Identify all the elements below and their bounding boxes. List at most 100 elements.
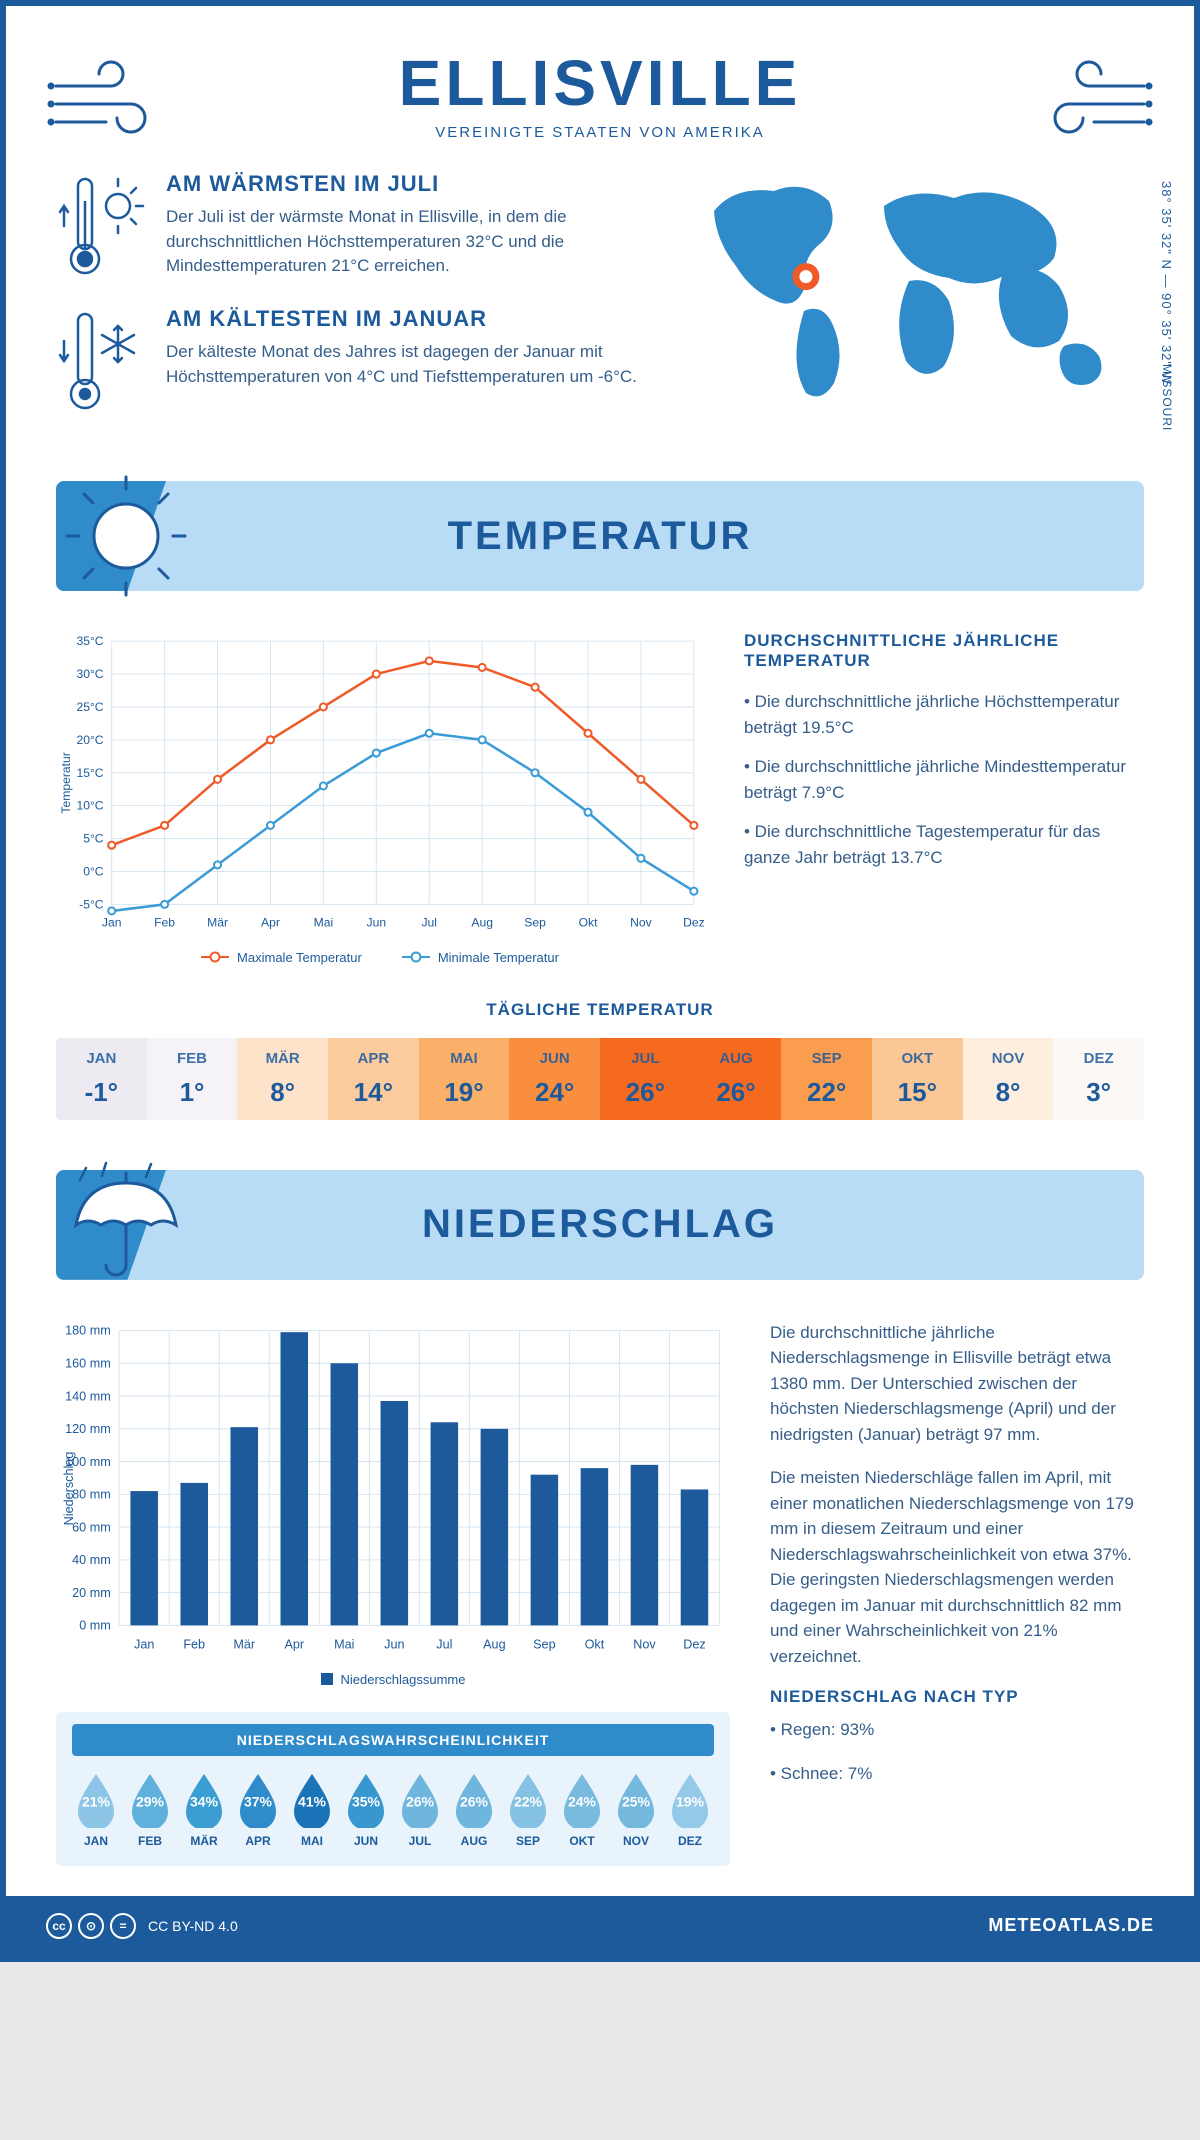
svg-text:Jan: Jan bbox=[134, 1637, 154, 1651]
raindrop-icon: 19% bbox=[666, 1770, 714, 1828]
svg-text:35°C: 35°C bbox=[76, 634, 103, 648]
raindrop-icon: 34% bbox=[180, 1770, 228, 1828]
prob-value: 19% bbox=[676, 1793, 704, 1809]
daily-value: 26° bbox=[600, 1077, 691, 1108]
daily-cell: OKT15° bbox=[872, 1038, 963, 1120]
svg-text:Aug: Aug bbox=[483, 1637, 505, 1651]
chart-legend: Maximale Temperatur Minimale Temperatur bbox=[56, 950, 704, 965]
legend-item: Niederschlagssumme bbox=[321, 1672, 466, 1687]
prob-cell: 21% JAN bbox=[72, 1770, 120, 1848]
summary-bullet: • Die durchschnittliche Tagestemperatur … bbox=[744, 819, 1144, 870]
daily-month: JUN bbox=[509, 1050, 600, 1067]
daily-value: 3° bbox=[1053, 1077, 1144, 1108]
daily-value: 26° bbox=[691, 1077, 782, 1108]
svg-text:Okt: Okt bbox=[585, 1637, 605, 1651]
svg-text:25°C: 25°C bbox=[76, 700, 103, 714]
raindrop-icon: 26% bbox=[450, 1770, 498, 1828]
license-text: CC BY-ND 4.0 bbox=[148, 1918, 238, 1934]
svg-text:10°C: 10°C bbox=[76, 799, 103, 813]
prob-cell: 41% MAI bbox=[288, 1770, 336, 1848]
thermometer-snow-icon bbox=[56, 306, 146, 416]
svg-text:Apr: Apr bbox=[261, 916, 280, 930]
umbrella-icon bbox=[56, 1158, 196, 1292]
section-banner-temperature: TEMPERATUR bbox=[56, 481, 1144, 591]
svg-text:Feb: Feb bbox=[154, 916, 175, 930]
daily-value: -1° bbox=[56, 1077, 147, 1108]
svg-text:5°C: 5°C bbox=[83, 832, 104, 846]
thermometer-sun-icon bbox=[56, 171, 146, 281]
svg-text:Feb: Feb bbox=[183, 1637, 205, 1651]
daily-cell: MAI19° bbox=[419, 1038, 510, 1120]
legend-item-min: Minimale Temperatur bbox=[402, 950, 559, 965]
daily-cell: DEZ 3° bbox=[1053, 1038, 1144, 1120]
daily-month: NOV bbox=[963, 1050, 1054, 1067]
svg-text:120 mm: 120 mm bbox=[65, 1422, 111, 1436]
daily-month: APR bbox=[328, 1050, 419, 1067]
prob-month: JUL bbox=[396, 1834, 444, 1848]
fact-title: AM WÄRMSTEN IM JULI bbox=[166, 171, 654, 197]
content: ELLISVILLE VEREINIGTE STAATEN VON AMERIK… bbox=[6, 6, 1194, 1866]
daily-cell: JUN24° bbox=[509, 1038, 600, 1120]
cc-icon: cc bbox=[46, 1913, 72, 1939]
svg-text:0°C: 0°C bbox=[83, 865, 104, 879]
raindrop-icon: 21% bbox=[72, 1770, 120, 1828]
fact-body: AM WÄRMSTEN IM JULI Der Juli ist der wär… bbox=[166, 171, 654, 281]
daily-month: DEZ bbox=[1053, 1050, 1144, 1067]
daily-temp-title: TÄGLICHE TEMPERATUR bbox=[56, 1000, 1144, 1020]
map-column: 38° 35' 32" N — 90° 35' 32" W MISSOURI bbox=[684, 171, 1144, 441]
nd-icon: = bbox=[110, 1913, 136, 1939]
svg-text:-5°C: -5°C bbox=[79, 897, 104, 911]
page: ELLISVILLE VEREINIGTE STAATEN VON AMERIK… bbox=[0, 0, 1200, 1962]
prob-value: 34% bbox=[190, 1793, 218, 1809]
prob-cell: 34% MÄR bbox=[180, 1770, 228, 1848]
world-map-icon bbox=[684, 171, 1144, 411]
prob-month: APR bbox=[234, 1834, 282, 1848]
svg-text:140 mm: 140 mm bbox=[65, 1389, 111, 1403]
daily-cell: AUG26° bbox=[691, 1038, 782, 1120]
prob-month: FEB bbox=[126, 1834, 174, 1848]
intro-row: AM WÄRMSTEN IM JULI Der Juli ist der wär… bbox=[56, 171, 1144, 441]
precip-type-title: NIEDERSCHLAG NACH TYP bbox=[770, 1687, 1144, 1707]
svg-text:60 mm: 60 mm bbox=[72, 1520, 111, 1534]
cc-icons: cc ⊙ = bbox=[46, 1913, 136, 1939]
daily-cell: SEP22° bbox=[781, 1038, 872, 1120]
prob-cell: 25% NOV bbox=[612, 1770, 660, 1848]
legend-label: Minimale Temperatur bbox=[438, 950, 559, 965]
page-subtitle: VEREINIGTE STAATEN VON AMERIKA bbox=[56, 124, 1144, 141]
daily-value: 15° bbox=[872, 1077, 963, 1108]
fact-text: Der Juli ist der wärmste Monat in Ellisv… bbox=[166, 205, 654, 279]
footer-license: cc ⊙ = CC BY-ND 4.0 bbox=[46, 1913, 238, 1939]
daily-month: JAN bbox=[56, 1050, 147, 1067]
legend-label: Maximale Temperatur bbox=[237, 950, 362, 965]
svg-text:Sep: Sep bbox=[524, 916, 546, 930]
fact-body: AM KÄLTESTEN IM JANUAR Der kälteste Mona… bbox=[166, 306, 654, 416]
prob-month: NOV bbox=[612, 1834, 660, 1848]
section-banner-precip: NIEDERSCHLAG bbox=[56, 1170, 1144, 1280]
temperature-row: -5°C0°C5°C10°C15°C20°C25°C30°C35°CJanFeb… bbox=[56, 631, 1144, 965]
facts-column: AM WÄRMSTEN IM JULI Der Juli ist der wär… bbox=[56, 171, 654, 441]
raindrop-icon: 22% bbox=[504, 1770, 552, 1828]
daily-cell: APR 14° bbox=[328, 1038, 419, 1120]
raindrop-icon: 24% bbox=[558, 1770, 606, 1828]
daily-month: SEP bbox=[781, 1050, 872, 1067]
prob-grid: 21% JAN 29% FEB 34% MÄR 37% APR 41% MAI … bbox=[72, 1770, 714, 1848]
daily-value: 14° bbox=[328, 1077, 419, 1108]
svg-text:Apr: Apr bbox=[284, 1637, 304, 1651]
svg-text:Temperatur: Temperatur bbox=[59, 752, 73, 813]
prob-month: AUG bbox=[450, 1834, 498, 1848]
raindrop-icon: 25% bbox=[612, 1770, 660, 1828]
daily-month: JUL bbox=[600, 1050, 691, 1067]
svg-text:Nov: Nov bbox=[630, 916, 653, 930]
prob-month: DEZ bbox=[666, 1834, 714, 1848]
header: ELLISVILLE VEREINIGTE STAATEN VON AMERIK… bbox=[56, 46, 1144, 141]
prob-cell: 24% OKT bbox=[558, 1770, 606, 1848]
bar-chart: 0 mm20 mm40 mm60 mm80 mm100 mm120 mm140 … bbox=[56, 1320, 730, 1657]
sun-icon bbox=[56, 469, 196, 603]
svg-text:15°C: 15°C bbox=[76, 766, 103, 780]
svg-text:Sep: Sep bbox=[533, 1637, 555, 1651]
svg-text:180 mm: 180 mm bbox=[65, 1323, 111, 1337]
svg-text:Jun: Jun bbox=[367, 916, 387, 930]
prob-value: 29% bbox=[136, 1793, 164, 1809]
prob-cell: 37% APR bbox=[234, 1770, 282, 1848]
wind-icon bbox=[1034, 56, 1154, 146]
